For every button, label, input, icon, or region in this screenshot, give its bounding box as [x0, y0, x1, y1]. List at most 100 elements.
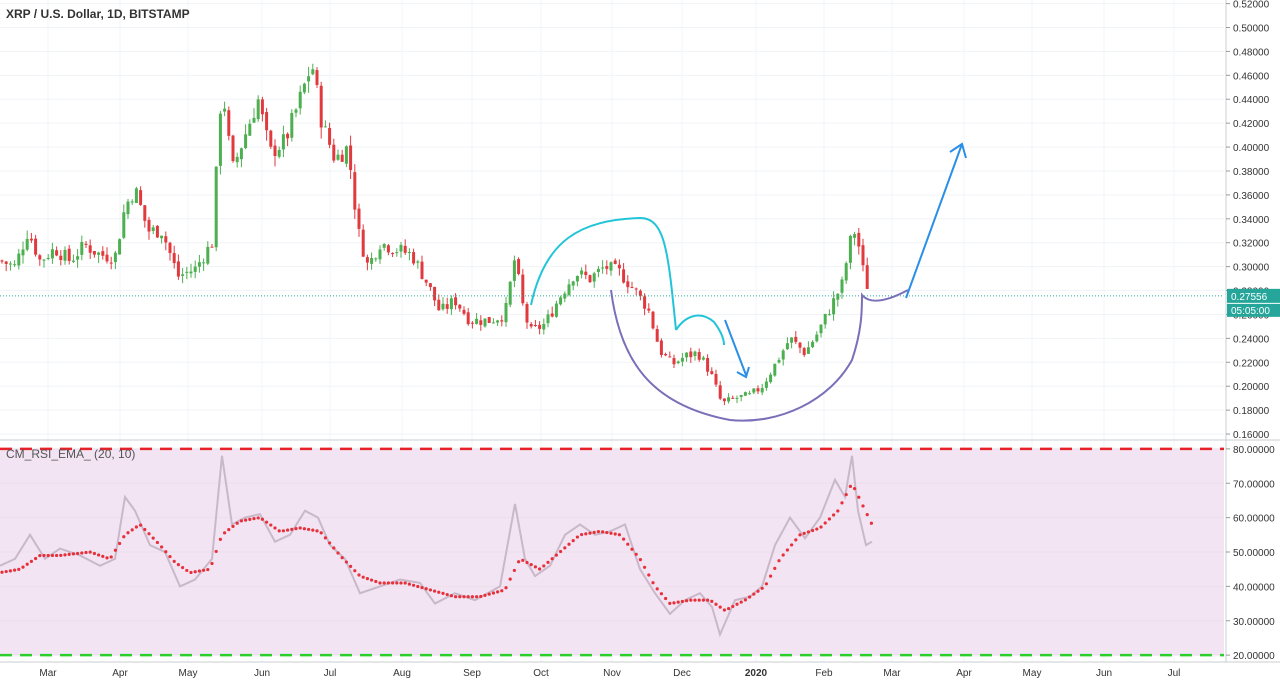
candle-body — [147, 219, 151, 232]
candle-body — [790, 337, 794, 343]
candle-body — [479, 320, 483, 325]
candle-body — [265, 112, 269, 131]
candle-body — [353, 172, 357, 210]
rsi-ema-dot — [239, 519, 243, 523]
price-tick-label: 0.52000 — [1233, 0, 1270, 11]
rsi-ema-dot — [17, 567, 21, 571]
candle-body — [59, 255, 63, 261]
last-price-label: 0.27556 — [1231, 292, 1268, 303]
rsi-ema-dot — [155, 540, 159, 545]
rsi-ema-dot — [731, 604, 735, 609]
symbol-title: XRP / U.S. Dollar, 1D, BITSTAMP — [6, 7, 190, 21]
candle-body — [630, 287, 634, 289]
candle-body — [386, 245, 390, 253]
rsi-ema-dot — [445, 592, 449, 597]
candle-body — [210, 246, 214, 248]
rsi-ema-dot — [802, 531, 806, 535]
candle-body — [21, 249, 25, 256]
candle-body — [130, 201, 134, 203]
candle-body — [752, 388, 756, 393]
rsi-ema-dot — [105, 556, 109, 560]
candle-body — [680, 357, 684, 362]
candle-body — [67, 248, 71, 261]
candle-body — [164, 236, 168, 243]
candle-body — [483, 318, 487, 327]
rsi-ema-dot — [462, 595, 466, 599]
rsi-ema-dot — [143, 527, 147, 532]
candle-body — [160, 235, 164, 239]
rsi-ema-dot — [433, 589, 437, 593]
candle-body — [433, 286, 437, 301]
rsi-ema-dot — [235, 521, 239, 525]
rsi-ema-dot — [382, 581, 386, 585]
cup-arc-purple — [610, 289, 909, 422]
rsi-ema-dot — [8, 569, 12, 573]
candle-body — [533, 325, 537, 327]
drawings — [530, 142, 967, 422]
rsi-ema-dot — [512, 568, 517, 573]
candle-body — [365, 257, 369, 263]
rsi-ema-dot — [302, 527, 306, 531]
candle-body — [701, 357, 705, 360]
candle-body — [189, 271, 193, 274]
candle-body — [512, 260, 516, 281]
rsi-ema-dot — [743, 598, 748, 602]
candle-body — [454, 297, 458, 306]
time-tick-label: May — [1023, 668, 1042, 679]
rsi-ema-dot — [504, 586, 508, 590]
candle-body — [592, 273, 596, 282]
candle-body — [710, 371, 714, 374]
time-tick-label: Jun — [1096, 668, 1112, 679]
candle-body — [676, 361, 680, 364]
candle-body — [865, 265, 869, 289]
candle-body — [311, 69, 315, 75]
candle-body — [857, 232, 861, 247]
candle-body — [861, 245, 865, 266]
candle-body — [781, 350, 785, 360]
rsi-ema-dot — [277, 529, 281, 533]
candle-body — [403, 245, 407, 253]
rsi-ema-dot — [819, 525, 823, 529]
candle-body — [181, 274, 185, 276]
rsi-ema-dot — [4, 569, 8, 574]
rsi-ema-dot — [252, 517, 256, 521]
rsi-ema-dot — [487, 592, 491, 596]
rsi-ema-dot — [437, 590, 441, 594]
rsi-ema-dot — [134, 525, 138, 529]
candle-body — [626, 281, 630, 288]
rsi-ema-dot — [773, 566, 777, 571]
candle-body — [244, 134, 248, 149]
rsi-ema-dot — [638, 558, 643, 562]
candle-body — [374, 258, 378, 260]
price-tick-label: 0.50000 — [1233, 24, 1270, 35]
candle-body — [441, 303, 445, 310]
candle-body — [785, 343, 789, 350]
candle-body — [588, 275, 592, 283]
rsi-ema-dot — [601, 530, 605, 534]
rsi-ema-dot — [223, 531, 227, 535]
rsi-ema-dot — [857, 495, 861, 499]
candle-body — [349, 145, 353, 171]
rsi-ema-dot — [466, 595, 470, 599]
rsi-ema-dot — [294, 527, 298, 531]
candle-body — [252, 117, 256, 123]
candle-body — [550, 313, 554, 317]
rsi-ema-dot — [34, 556, 38, 561]
rsi-ema-dot — [84, 550, 88, 555]
candle-body — [172, 253, 176, 264]
candle-body — [315, 70, 319, 85]
candle-body — [521, 274, 525, 304]
candle-body — [739, 395, 743, 397]
rsi-ema-dot — [865, 513, 869, 517]
candle-body — [714, 373, 718, 385]
rsi-ema-dot — [832, 513, 836, 517]
rsi-ema-dot — [701, 598, 706, 602]
rsi-pane — [0, 447, 1224, 657]
candle-body — [811, 341, 815, 348]
rsi-ema-dot — [580, 532, 584, 537]
candle-body — [735, 397, 739, 399]
rsi-ema-dot — [727, 606, 731, 611]
rsi-ema-dot — [647, 573, 651, 577]
rsi-ema-dot — [592, 530, 596, 534]
rsi-ema-dot — [202, 568, 206, 572]
